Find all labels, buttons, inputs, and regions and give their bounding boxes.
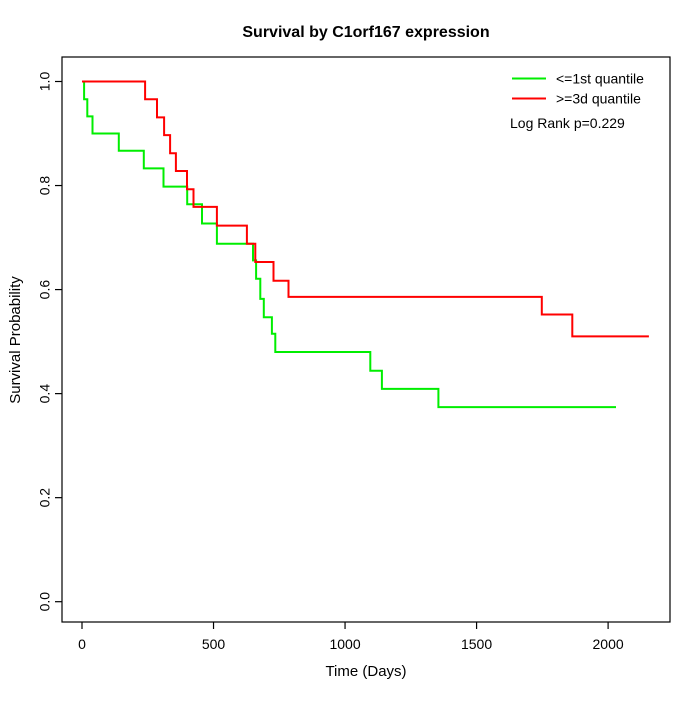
y-tick-label: 0.6 (37, 280, 53, 300)
y-tick-label: 0.4 (37, 384, 53, 404)
y-tick-label: 1.0 (37, 72, 53, 92)
y-axis-label: Survival Probability (7, 276, 24, 404)
x-tick-label: 0 (78, 636, 86, 652)
legend: <=1st quantile >=3d quantile Log Rank p=… (510, 71, 644, 132)
y-tick-label: 0.2 (37, 488, 53, 508)
km-curve-le-1st-quantile (82, 80, 616, 409)
km-curve-ge-3d-quantile (82, 80, 649, 338)
legend-label-le-1st-quantile: <=1st quantile (556, 71, 644, 87)
y-tick-label: 0.8 (37, 176, 53, 196)
x-tick-label: 2000 (593, 636, 624, 652)
x-tick-label: 500 (202, 636, 226, 652)
x-axis-ticks: 0 500 1000 1500 2000 (78, 622, 624, 652)
chart-title: Survival by C1orf167 expression (242, 24, 489, 41)
y-tick-label: 0.0 (37, 592, 53, 612)
x-tick-label: 1500 (461, 636, 492, 652)
legend-label-ge-3d-quantile: >=3d quantile (556, 91, 641, 107)
x-axis-label: Time (Days) (325, 663, 406, 680)
y-axis-ticks: 0.0 0.2 0.4 0.6 0.8 1.0 (37, 72, 62, 612)
log-rank-pvalue: Log Rank p=0.229 (510, 115, 625, 131)
x-tick-label: 1000 (329, 636, 360, 652)
plot-box (61, 56, 671, 623)
